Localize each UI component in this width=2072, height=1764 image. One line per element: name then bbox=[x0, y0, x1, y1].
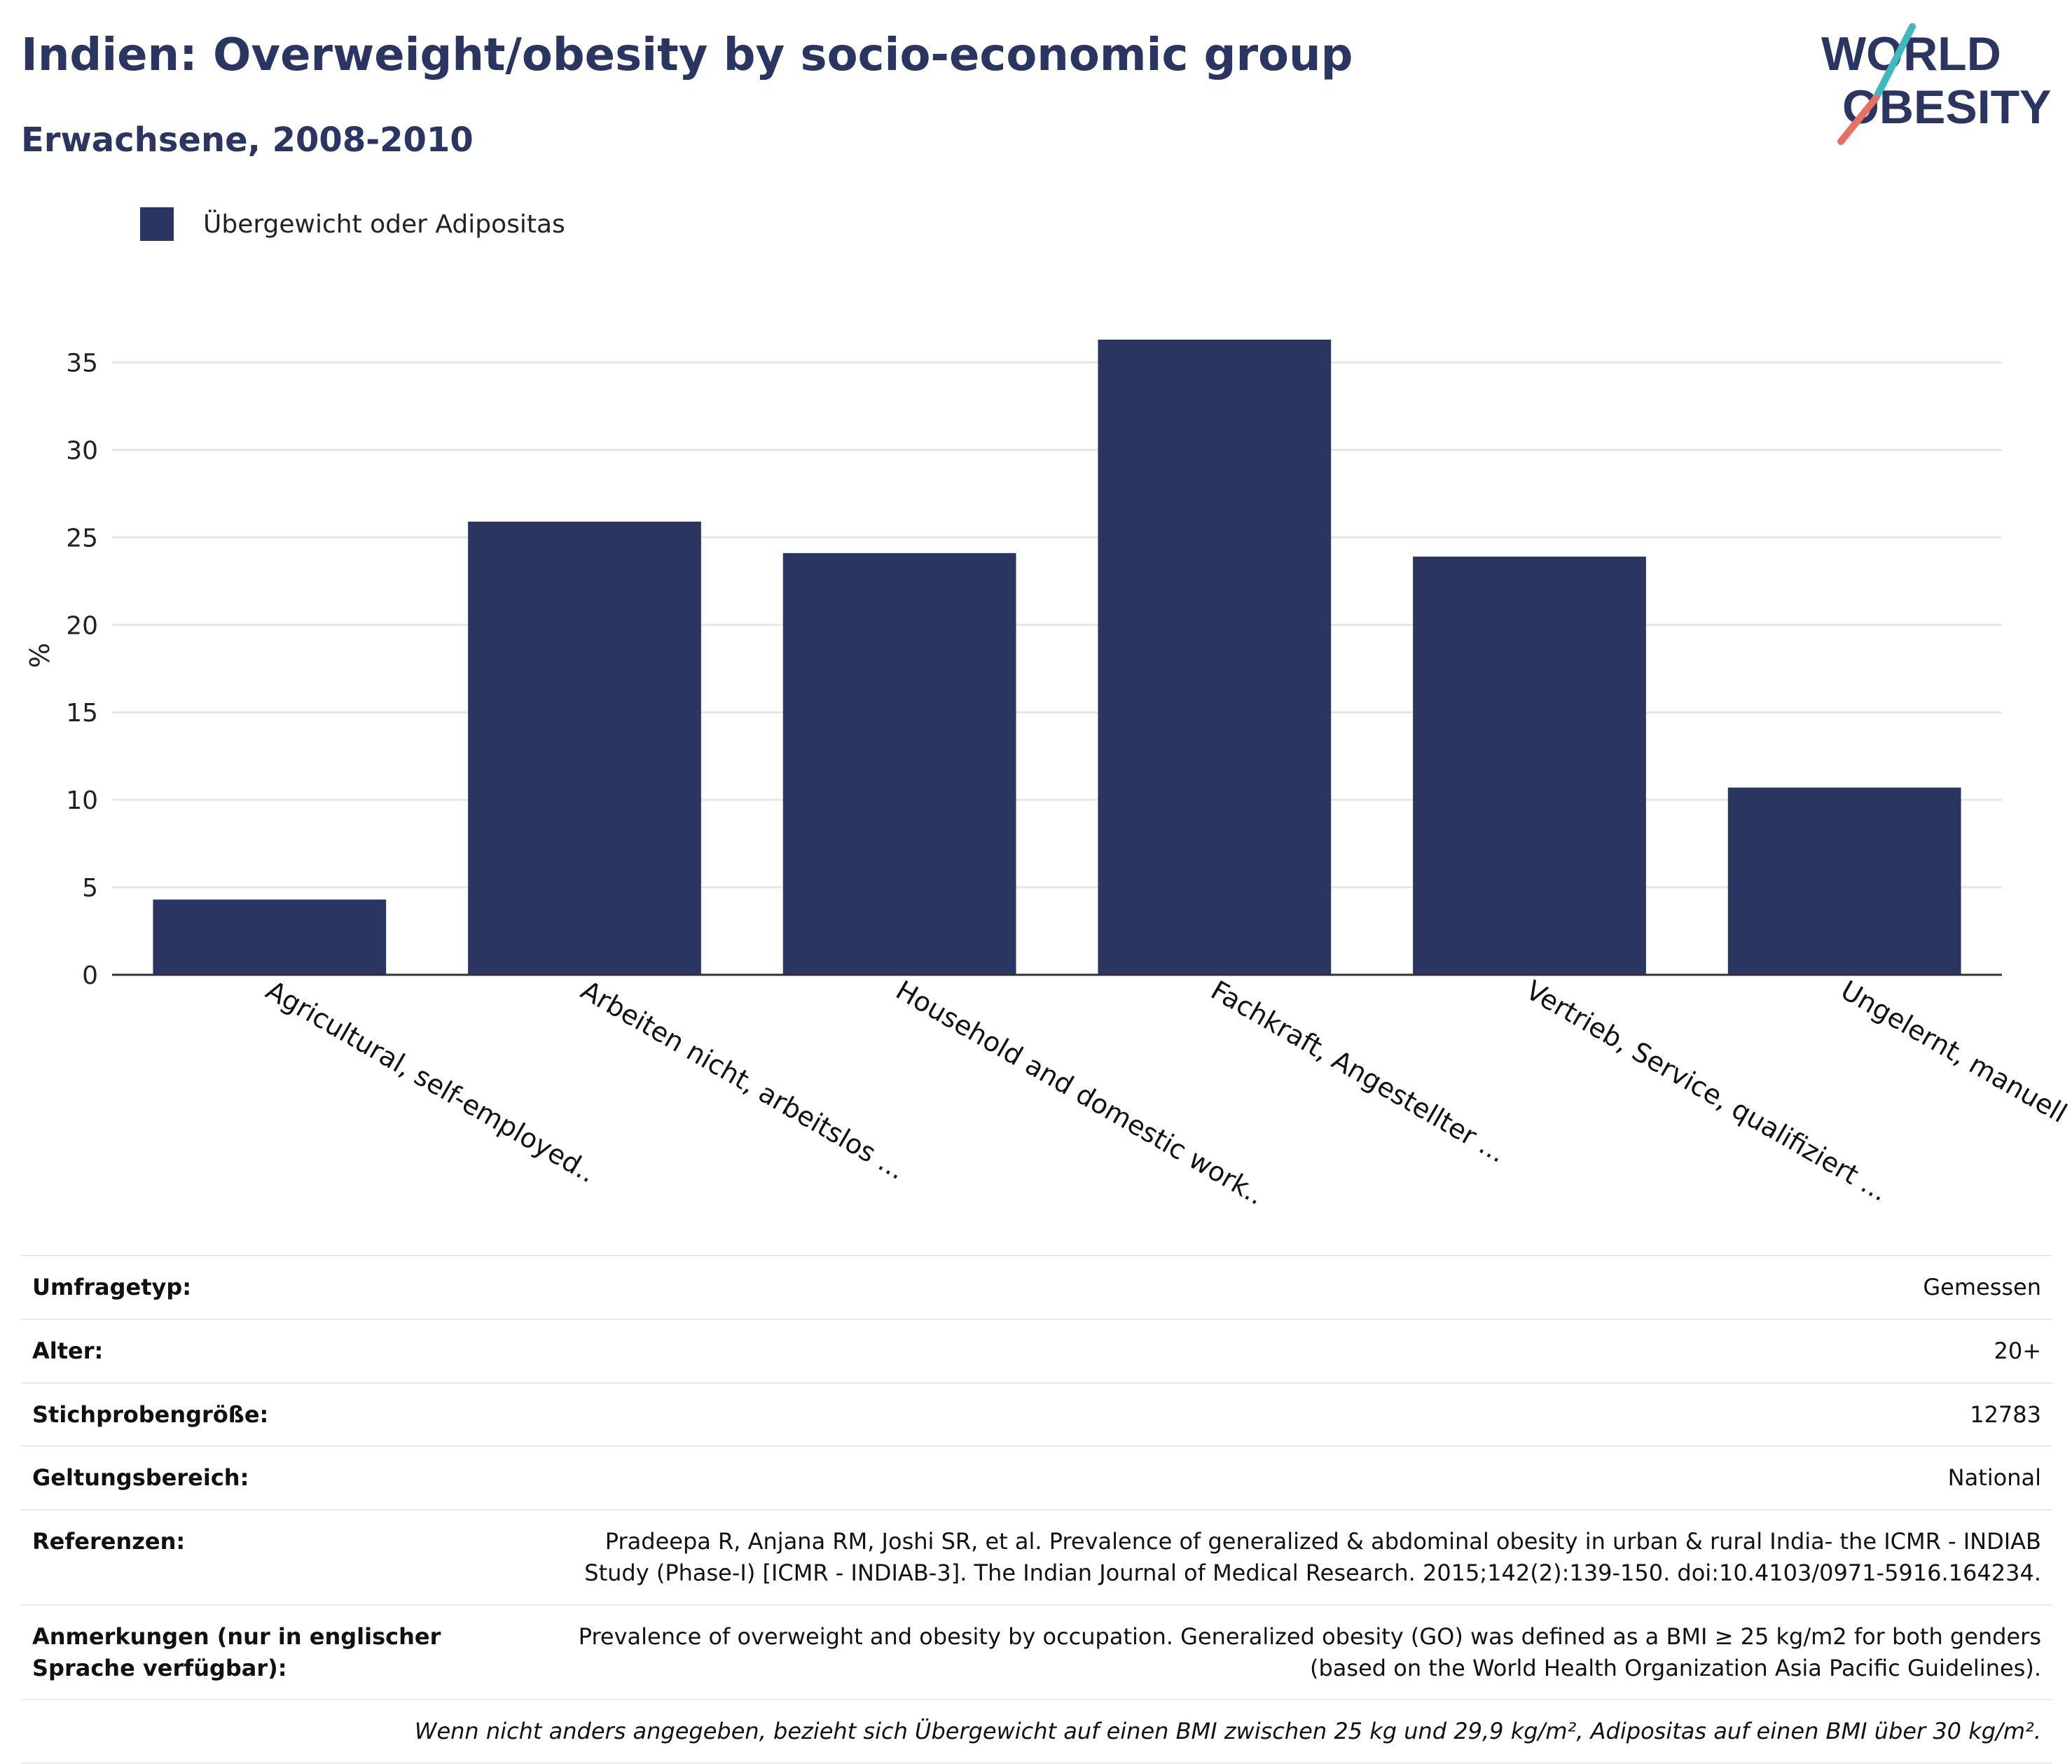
x-tick-label: Household and domestic work.. bbox=[891, 975, 1270, 1211]
y-tick-label: 5 bbox=[82, 874, 98, 903]
y-tick-label: 25 bbox=[66, 524, 98, 553]
info-row-footnote: Wenn nicht anders angegeben, bezieht sic… bbox=[21, 1699, 2052, 1764]
info-value: 12783 bbox=[548, 1382, 2052, 1447]
logo-line-2: OBESITY bbox=[1842, 81, 2052, 134]
bar bbox=[782, 553, 1016, 975]
info-label: Stichprobengröße: bbox=[21, 1382, 548, 1447]
info-value: Gemessen bbox=[548, 1255, 2052, 1319]
info-row-sample-size: Stichprobengröße: 12783 bbox=[21, 1382, 2052, 1447]
legend-swatch bbox=[140, 207, 174, 241]
x-tick-label: Fachkraft, Angestellter ... bbox=[1206, 975, 1511, 1169]
info-value: Prevalence of overweight and obesity by … bbox=[548, 1604, 2052, 1700]
info-label: Umfragetyp: bbox=[21, 1255, 548, 1319]
info-row-notes: Anmerkungen (nur in englischer Sprache v… bbox=[21, 1604, 2052, 1700]
info-label: Alter: bbox=[21, 1318, 548, 1383]
info-label: Referenzen: bbox=[21, 1509, 548, 1605]
chart-title: Indien: Overweight/obesity by socio-econ… bbox=[21, 29, 1353, 81]
info-row-survey-type: Umfragetyp: Gemessen bbox=[21, 1255, 2052, 1319]
y-tick-label: 30 bbox=[66, 436, 98, 465]
bar bbox=[153, 899, 387, 975]
logo-coral-stroke bbox=[1837, 95, 1879, 145]
y-tick-label: 20 bbox=[66, 611, 98, 640]
info-value: Pradeepa R, Anjana RM, Joshi SR, et al. … bbox=[548, 1509, 2052, 1605]
x-tick-label: Arbeiten nicht, arbeitslos ... bbox=[576, 975, 911, 1186]
bar bbox=[468, 521, 701, 975]
world-obesity-logo: WORLD OBESITY bbox=[1821, 23, 2052, 145]
info-label: Anmerkungen (nur in englischer Sprache v… bbox=[21, 1604, 548, 1700]
chart-subtitle: Erwachsene, 2008-2010 bbox=[21, 120, 474, 160]
y-tick-label: 0 bbox=[82, 961, 98, 990]
logo-teal-stroke bbox=[1872, 23, 1916, 102]
info-row-age: Alter: 20+ bbox=[21, 1318, 2052, 1383]
y-tick-label: 15 bbox=[66, 699, 98, 728]
bar bbox=[1098, 339, 1332, 975]
bar bbox=[1413, 556, 1646, 975]
info-row-coverage: Geltungsbereich: National bbox=[21, 1445, 2052, 1510]
x-tick-label: Ungelernt, manuell bbox=[1836, 975, 2072, 1129]
survey-info-table: Umfragetyp: Gemessen Alter: 20+ Stichpro… bbox=[21, 1255, 2052, 1764]
footnote: Wenn nicht anders angegeben, bezieht sic… bbox=[21, 1699, 2052, 1764]
bar-chart: 0 5 10 15 20 25 30 35% Agricultural, self-employ… bbox=[25, 339, 2072, 1211]
x-tick-label: Agricultural, self-employed.. bbox=[261, 975, 601, 1189]
x-tick-label: Vertrieb, Service, qualifiziert ... bbox=[1521, 975, 1893, 1207]
info-value: National bbox=[548, 1445, 2052, 1510]
bar bbox=[1727, 787, 1961, 975]
y-axis-label: % bbox=[25, 643, 55, 668]
y-tick-label: 10 bbox=[66, 786, 98, 815]
info-value: 20+ bbox=[548, 1318, 2052, 1383]
legend-label: Übergewicht oder Adipositas bbox=[203, 209, 565, 239]
y-tick-label: 35 bbox=[66, 349, 98, 377]
info-row-references: Referenzen: Pradeepa R, Anjana RM, Joshi… bbox=[21, 1509, 2052, 1605]
chart-legend: Übergewicht oder Adipositas bbox=[140, 207, 565, 241]
info-label: Geltungsbereich: bbox=[21, 1445, 548, 1510]
